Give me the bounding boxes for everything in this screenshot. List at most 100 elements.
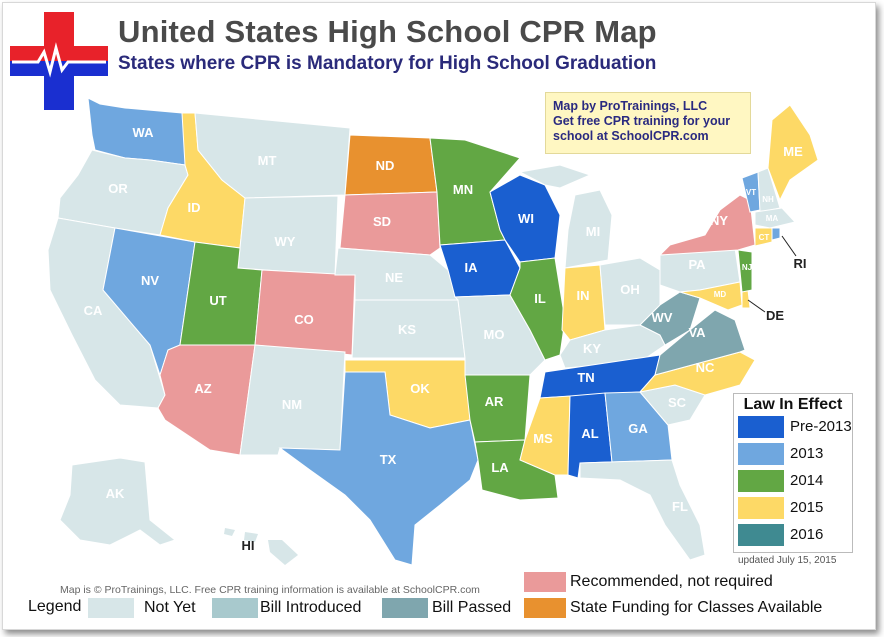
- label-al: AL: [581, 426, 598, 441]
- state-ga: [604, 391, 673, 463]
- swatch-bill-passed: [382, 598, 428, 618]
- state-ri: [771, 227, 781, 241]
- legend-bill-passed: Bill Passed: [382, 598, 522, 618]
- label-nh: NH: [762, 195, 774, 204]
- label-ut: UT: [209, 293, 226, 308]
- law-label-pre2013: Pre-2013: [790, 418, 852, 435]
- page-title: United States High School CPR Map: [118, 14, 657, 49]
- copyright-notice: Map is © ProTrainings, LLC. Free CPR tra…: [60, 584, 480, 596]
- law-label-2016: 2016: [790, 526, 824, 543]
- label-tn: TN: [577, 370, 594, 385]
- swatch-bill-introduced: [212, 598, 258, 618]
- swatch-2014: [738, 470, 784, 492]
- swatch-2015: [738, 497, 784, 519]
- legend-not-yet-label: Not Yet: [144, 599, 196, 616]
- credit-line-2: Get free CPR training for your: [553, 114, 731, 128]
- label-fl: FL: [672, 499, 688, 514]
- label-az: AZ: [194, 381, 211, 396]
- label-ga: GA: [628, 421, 648, 436]
- state-ak: [59, 457, 177, 546]
- credit-line-1: Map by ProTrainings, LLC: [553, 99, 708, 113]
- swatch-pre2013: [738, 416, 784, 438]
- label-co: CO: [294, 312, 314, 327]
- label-wa: WA: [133, 125, 155, 140]
- legend-recommended-label: Recommended, not required: [570, 573, 773, 590]
- label-ks: KS: [398, 322, 416, 337]
- credit-box: Map by ProTrainings, LLC Get free CPR tr…: [545, 92, 751, 154]
- label-oh: OH: [620, 282, 640, 297]
- label-ne: NE: [385, 270, 403, 285]
- label-or: OR: [108, 181, 128, 196]
- swatch-2013: [738, 443, 784, 465]
- label-mn: MN: [453, 182, 473, 197]
- label-la: LA: [491, 460, 509, 475]
- swatch-recommended: [524, 572, 566, 592]
- state-az: [157, 344, 256, 456]
- legend-recommended: Recommended, not required: [524, 572, 824, 592]
- label-id: ID: [188, 200, 201, 215]
- label-ia: IA: [465, 260, 479, 275]
- label-nj: NJ: [742, 263, 752, 272]
- label-pa: PA: [688, 257, 706, 272]
- label-wv: WV: [652, 310, 673, 325]
- state-wv: [639, 291, 701, 346]
- label-me: ME: [783, 144, 803, 159]
- state-mi-up: [518, 164, 592, 189]
- label-mt: MT: [258, 153, 277, 168]
- state-ct: [754, 227, 773, 247]
- legend-bill-introduced-label: Bill Introduced: [260, 599, 362, 616]
- legend-bill-introduced: Bill Introduced: [212, 598, 382, 618]
- updated-date: updated July 15, 2015: [738, 555, 837, 566]
- law-label-2014: 2014: [790, 472, 824, 489]
- law-in-effect-legend: Law In Effect Pre-2013 2013 2014 2015 20…: [733, 393, 853, 553]
- label-vt: VT: [746, 188, 756, 197]
- label-ca: CA: [84, 303, 103, 318]
- law-item-pre2013: Pre-2013: [738, 416, 852, 438]
- law-item-2015: 2015: [738, 497, 850, 519]
- label-il: IL: [534, 291, 546, 306]
- state-nc: [638, 351, 756, 396]
- state-me: [767, 104, 819, 202]
- state-ny: [658, 194, 756, 256]
- red-cross-heartbeat-logo: [10, 12, 108, 110]
- label-ct: CT: [759, 233, 770, 242]
- law-item-2013: 2013: [738, 443, 850, 465]
- legend-label: Legend: [28, 598, 82, 615]
- state-nj: [737, 249, 753, 293]
- state-il: [509, 257, 566, 361]
- swatch-2016: [738, 524, 784, 546]
- legend-funding: State Funding for Classes Available: [524, 598, 854, 618]
- label-nc: NC: [696, 360, 715, 375]
- label-ok: OK: [410, 381, 430, 396]
- state-hi-1: [224, 528, 235, 536]
- label-hi: HI: [242, 538, 255, 553]
- swatch-not-yet: [88, 598, 134, 618]
- label-ky: KY: [583, 341, 601, 356]
- label-sd: SD: [373, 214, 391, 229]
- state-tx: [278, 371, 479, 566]
- state-sd: [339, 191, 441, 256]
- label-nm: NM: [282, 397, 302, 412]
- swatch-funding: [524, 598, 566, 618]
- label-ma: MA: [766, 214, 779, 223]
- label-ri: RI: [794, 256, 807, 271]
- label-in: IN: [577, 288, 590, 303]
- label-md: MD: [714, 290, 727, 299]
- legend-not-yet: Not Yet: [88, 598, 208, 618]
- label-wi: WI: [518, 211, 534, 226]
- law-item-2016: 2016: [738, 524, 850, 546]
- label-ny: NY: [710, 213, 728, 228]
- state-de: [741, 289, 751, 309]
- label-tx: TX: [380, 452, 397, 467]
- state-fl: [579, 459, 706, 561]
- legend-funding-label: State Funding for Classes Available: [570, 599, 823, 616]
- label-va: VA: [688, 325, 706, 340]
- label-ar: AR: [485, 394, 504, 409]
- label-nd: ND: [376, 158, 395, 173]
- label-mi: MI: [586, 224, 600, 239]
- law-item-2014: 2014: [738, 470, 850, 492]
- law-in-effect-title: Law In Effect: [743, 396, 843, 413]
- state-mi: [564, 189, 613, 269]
- credit-line-3: school at SchoolCPR.com: [553, 129, 709, 143]
